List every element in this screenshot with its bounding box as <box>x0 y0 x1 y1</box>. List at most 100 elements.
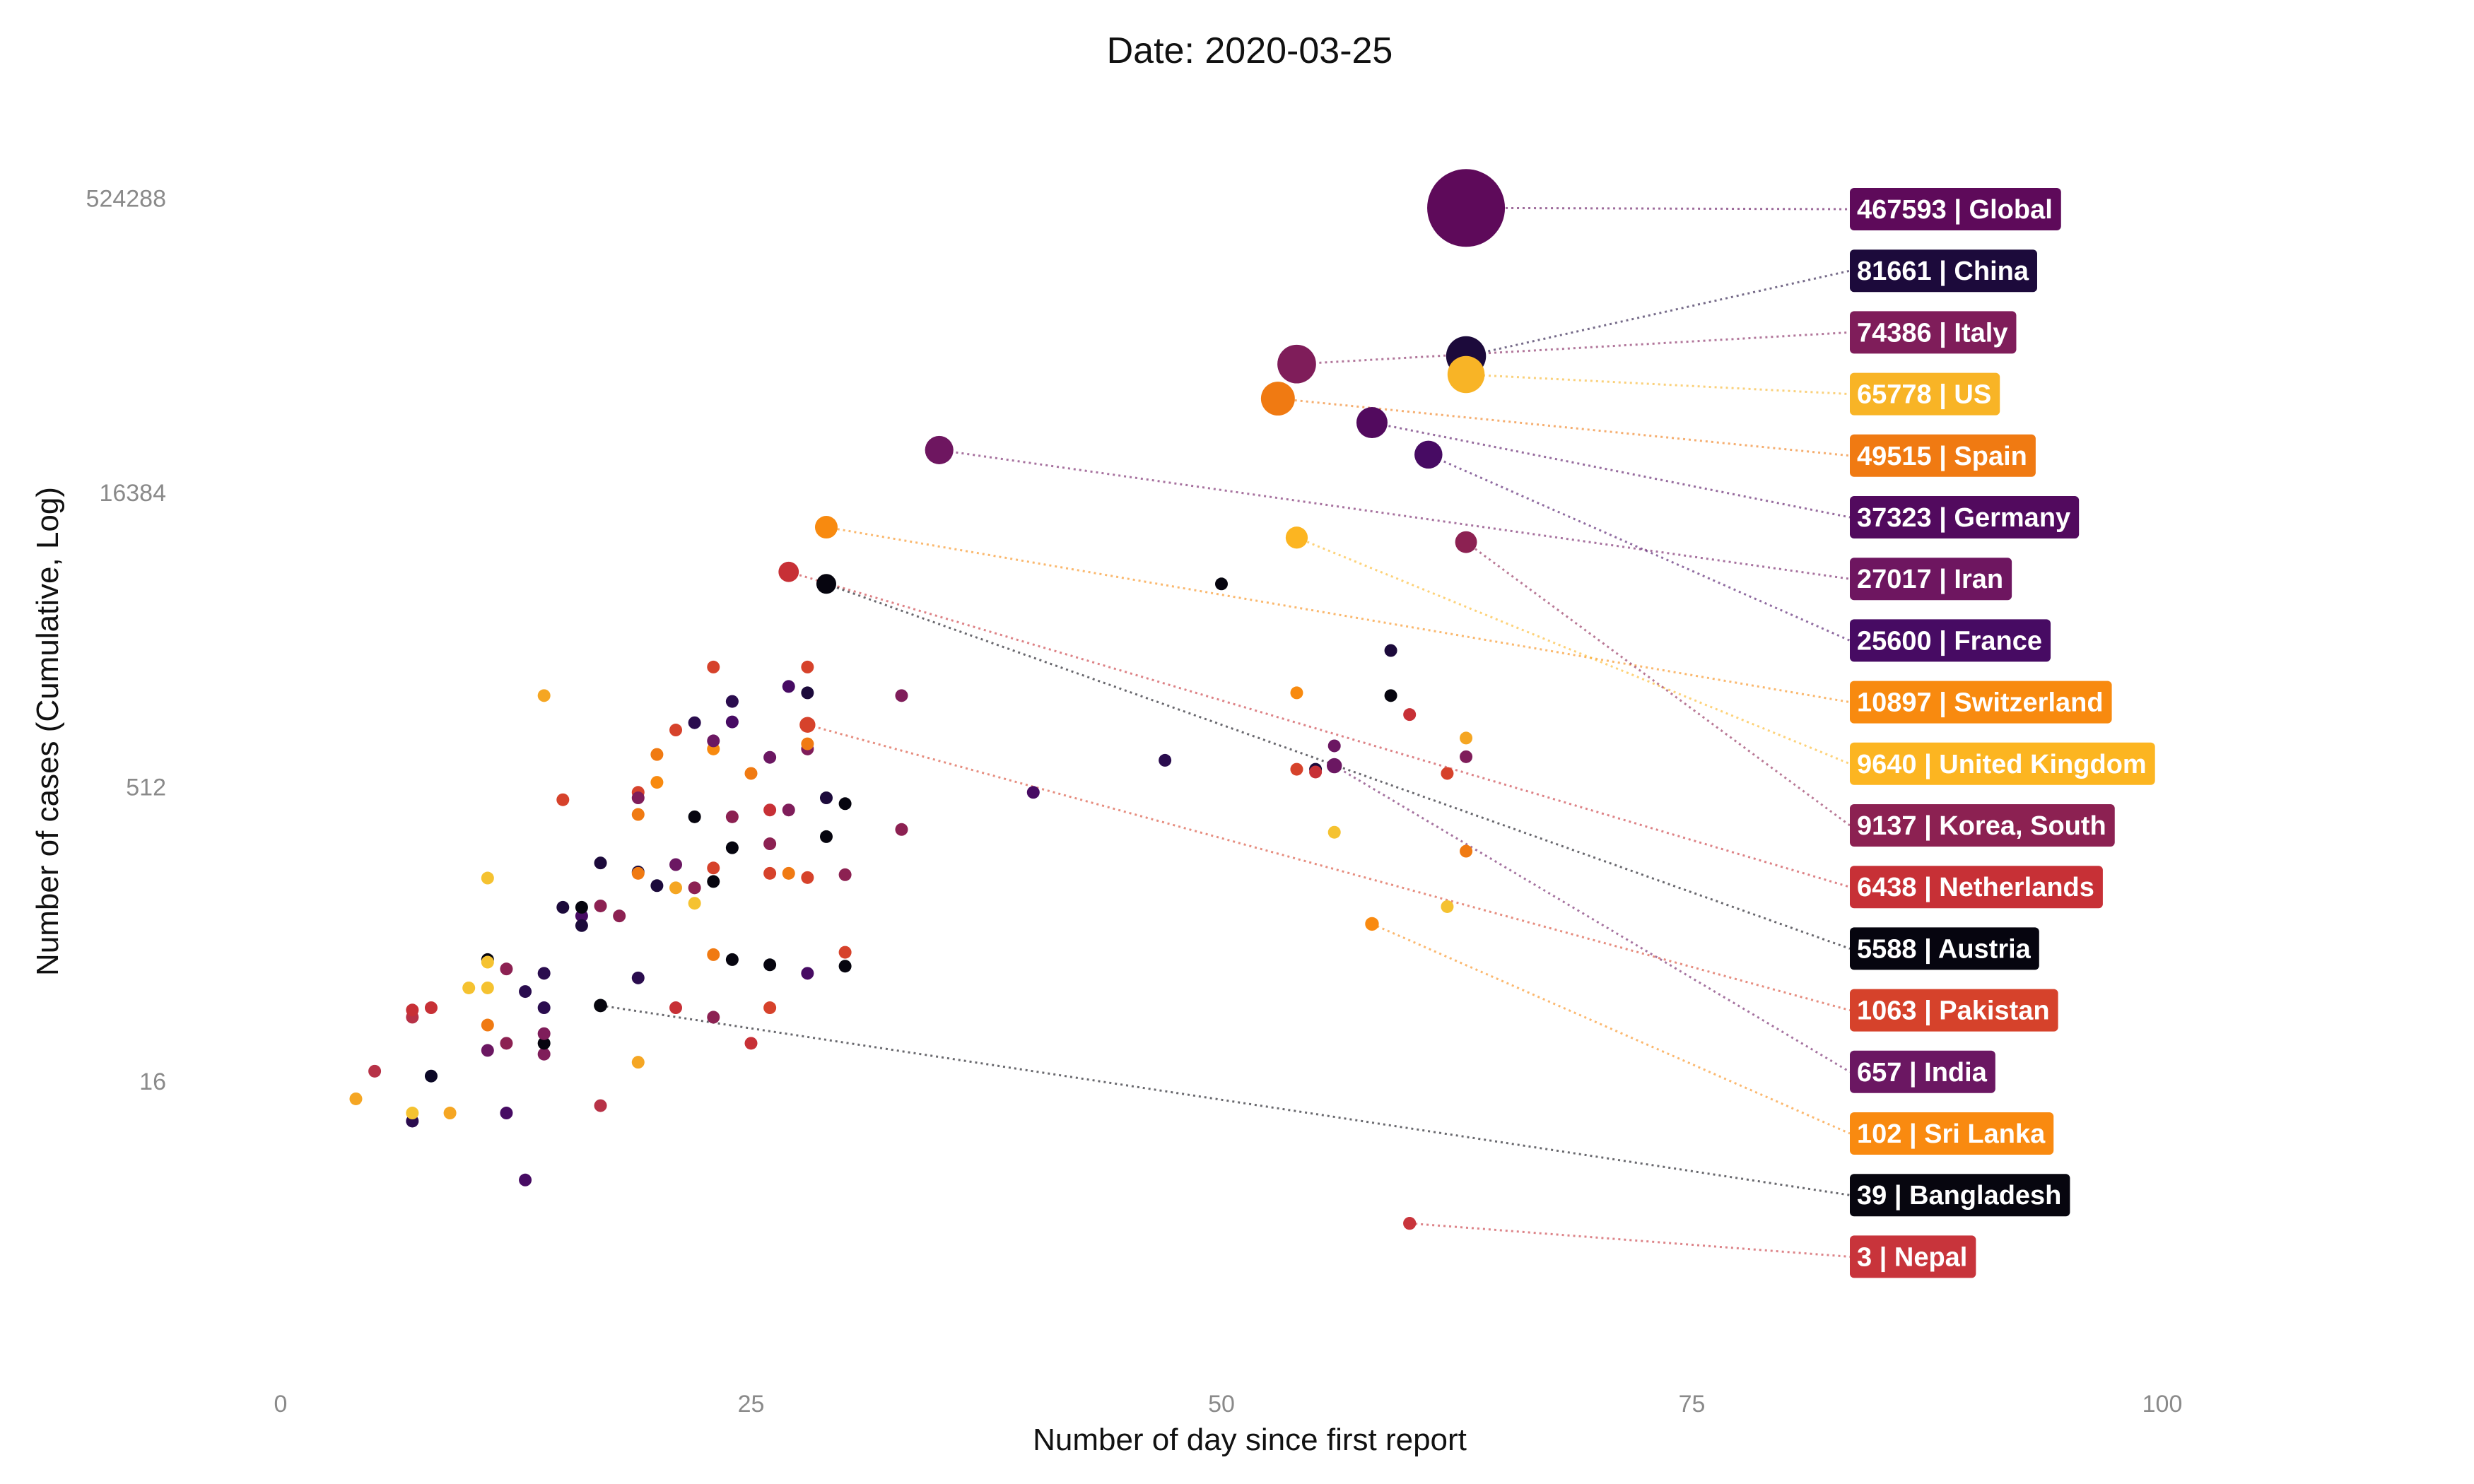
label-connector <box>1371 421 1851 519</box>
labeled-point <box>1414 440 1443 469</box>
country-tag: 39 | Bangladesh <box>1850 1174 2070 1217</box>
x-axis-ticks: 0 25 50 75 100 <box>274 1391 2183 1418</box>
data-point <box>725 953 739 966</box>
data-points <box>349 169 1506 1230</box>
country-tag-box <box>1850 1050 1995 1093</box>
country-tag-box <box>1850 496 2080 538</box>
labeled-point <box>594 999 607 1013</box>
country-tag-label: 1063 | Pakistan <box>1857 996 2050 1026</box>
data-point <box>406 1003 419 1017</box>
data-point <box>707 1011 720 1024</box>
country-tag-box <box>1850 434 2036 477</box>
data-point <box>763 1001 777 1015</box>
data-point <box>537 1001 551 1015</box>
data-point <box>349 1092 363 1105</box>
y-axis-title: Number of cases (Cumulative, Log) <box>30 487 65 976</box>
label-connector <box>600 1004 1851 1196</box>
data-point <box>707 660 720 673</box>
y-tick-label: 16384 <box>99 480 166 507</box>
data-point <box>688 810 701 823</box>
data-point <box>575 919 588 932</box>
data-point <box>631 808 645 821</box>
country-tag-box <box>1850 1235 1976 1278</box>
country-tag-label: 9137 | Korea, South <box>1857 811 2106 841</box>
data-point <box>782 680 795 693</box>
country-tag-label: 37323 | Germany <box>1857 503 2070 533</box>
data-point <box>725 841 739 854</box>
country-tag: 74386 | Italy <box>1850 311 2017 354</box>
data-point <box>1460 750 1473 763</box>
y-axis-ticks: 16 512 16384 524288 <box>86 186 166 1096</box>
data-point <box>688 716 701 729</box>
data-point <box>801 660 814 673</box>
data-point <box>481 1044 494 1057</box>
data-point <box>1441 900 1454 913</box>
country-tag-label: 27017 | Iran <box>1857 565 2003 594</box>
data-point <box>895 689 908 702</box>
labeled-point <box>1403 1217 1417 1230</box>
data-point <box>801 967 814 980</box>
data-point <box>1403 708 1417 722</box>
data-point <box>650 879 664 893</box>
country-tag: 27017 | Iran <box>1850 558 2012 601</box>
data-point <box>819 791 833 805</box>
label-connector <box>1371 923 1851 1135</box>
data-point <box>1460 731 1473 745</box>
labeled-point <box>1326 758 1342 774</box>
data-point <box>537 689 551 702</box>
label-connector <box>788 570 1851 888</box>
data-point <box>575 900 588 914</box>
data-point <box>424 1001 438 1015</box>
data-point <box>1441 767 1454 780</box>
label-connector <box>1465 541 1851 827</box>
data-point <box>1290 762 1303 776</box>
data-point <box>725 715 739 729</box>
country-tag-box <box>1850 249 2037 293</box>
data-point <box>1215 577 1228 591</box>
country-tag: 102 | Sri Lanka <box>1850 1112 2054 1155</box>
data-point <box>650 748 664 761</box>
label-connector <box>939 449 1851 580</box>
data-point <box>688 897 701 910</box>
data-point <box>782 866 795 880</box>
x-tick-label: 100 <box>2142 1391 2183 1418</box>
data-point <box>613 909 626 923</box>
country-tag: 49515 | Spain <box>1850 434 2036 477</box>
country-tag-label: 81661 | China <box>1857 257 2029 286</box>
data-point <box>1159 753 1172 767</box>
country-tag: 9137 | Korea, South <box>1850 804 2115 847</box>
label-connector <box>826 526 1851 704</box>
labeled-point <box>925 435 954 464</box>
data-point <box>782 803 795 817</box>
x-tick-label: 0 <box>274 1391 288 1418</box>
country-tag-box <box>1850 1174 2070 1217</box>
data-point <box>481 871 494 885</box>
data-point <box>725 810 739 823</box>
data-point <box>631 866 645 880</box>
data-point <box>537 967 551 980</box>
country-tag-label: 49515 | Spain <box>1857 442 2027 471</box>
country-tag-label: 102 | Sri Lanka <box>1857 1119 2046 1149</box>
country-labels: 467593 | Global 81661 | China 74386 | Ital… <box>1850 188 2155 1278</box>
data-point <box>556 793 570 806</box>
country-tag-box <box>1850 989 2058 1032</box>
labeled-point <box>778 561 799 582</box>
country-tag-label: 10897 | Switzerland <box>1857 688 2104 718</box>
x-tick-label: 25 <box>738 1391 765 1418</box>
country-tag: 37323 | Germany <box>1850 496 2080 538</box>
data-point <box>838 946 852 959</box>
labeled-point <box>1356 407 1388 439</box>
country-tag-label: 3 | Nepal <box>1857 1242 1967 1272</box>
x-tick-label: 50 <box>1208 1391 1235 1418</box>
label-connector <box>1296 536 1851 765</box>
country-tag-box <box>1850 372 2000 416</box>
data-point <box>594 856 607 870</box>
data-point <box>763 837 777 851</box>
data-point <box>650 776 664 789</box>
chart-title: Date: 2020-03-25 <box>1107 30 1393 71</box>
labeled-point <box>816 574 837 594</box>
country-tag: 3 | Nepal <box>1850 1235 1976 1278</box>
data-point <box>1290 686 1303 700</box>
data-point <box>707 948 720 961</box>
country-tag-label: 39 | Bangladesh <box>1857 1181 2061 1211</box>
